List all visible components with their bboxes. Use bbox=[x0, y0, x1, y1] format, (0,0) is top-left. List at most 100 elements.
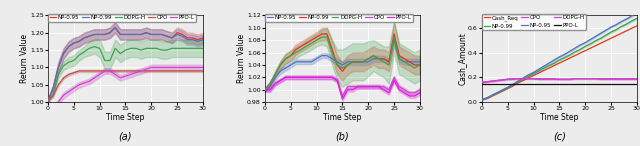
PPO-L bbox=[54, 101, 62, 103]
NP-0.95 bbox=[349, 61, 356, 63]
DDPG-H bbox=[276, 64, 284, 66]
NP-0.95 bbox=[369, 58, 377, 60]
CPO bbox=[49, 94, 57, 96]
NP-0.99 bbox=[80, 37, 88, 39]
DDPG-H bbox=[91, 46, 99, 47]
NP-0.99 bbox=[60, 53, 67, 54]
NP-0.95 bbox=[96, 34, 104, 35]
PPO-L bbox=[127, 74, 134, 75]
NP-0.95 bbox=[116, 34, 124, 35]
Cash_Req bbox=[571, 55, 579, 57]
NP-0.95 bbox=[581, 42, 589, 44]
DDPG-H bbox=[271, 73, 279, 75]
Y-axis label: Cash_Amount: Cash_Amount bbox=[458, 32, 467, 85]
NP-0.95 bbox=[359, 61, 367, 63]
NP-0.95 bbox=[607, 26, 615, 28]
NP-0.95 bbox=[282, 67, 289, 69]
NP-0.99 bbox=[545, 65, 553, 66]
NP-0.99 bbox=[385, 61, 393, 63]
PPO-L bbox=[390, 80, 398, 81]
PPO-L bbox=[602, 83, 610, 85]
NP-0.95 bbox=[618, 21, 625, 22]
NP-0.99 bbox=[519, 78, 527, 80]
NP-0.99 bbox=[499, 89, 506, 91]
NP-0.95 bbox=[586, 39, 594, 40]
NP-0.99 bbox=[184, 39, 191, 41]
NP-0.99 bbox=[509, 84, 516, 86]
CPO bbox=[390, 77, 398, 78]
PPO-L bbox=[287, 77, 294, 78]
CPO bbox=[313, 77, 321, 78]
DDPG-H bbox=[96, 47, 104, 49]
NP-0.95 bbox=[303, 61, 310, 63]
PPO-L bbox=[364, 86, 372, 88]
CPO bbox=[70, 72, 77, 74]
DDPG-H bbox=[189, 47, 196, 49]
Cash_Req bbox=[545, 67, 553, 69]
NP-0.99 bbox=[54, 67, 62, 68]
DDPG-H bbox=[349, 61, 356, 63]
NP-0.95 bbox=[612, 24, 620, 26]
DDPG-H bbox=[416, 64, 424, 66]
NP-0.95 bbox=[550, 59, 558, 61]
NP-0.99 bbox=[540, 67, 548, 69]
DDPG-H bbox=[54, 74, 62, 75]
NP-0.95 bbox=[292, 61, 300, 63]
CPO bbox=[566, 78, 573, 80]
NP-0.99 bbox=[122, 34, 129, 35]
CPO bbox=[525, 78, 532, 79]
NP-0.95 bbox=[499, 89, 506, 91]
NP-0.99 bbox=[493, 92, 501, 94]
PPO-L bbox=[612, 83, 620, 85]
PPO-L bbox=[561, 83, 568, 85]
Cash_Req bbox=[602, 40, 610, 42]
CPO bbox=[514, 78, 522, 79]
NP-0.95 bbox=[75, 40, 83, 42]
PPO-L bbox=[163, 67, 171, 68]
DDPG-H bbox=[106, 60, 114, 61]
NP-0.99 bbox=[297, 46, 305, 47]
DDPG-H bbox=[530, 78, 538, 79]
PPO-L bbox=[194, 67, 202, 68]
CPO bbox=[184, 70, 191, 72]
CPO bbox=[147, 70, 155, 72]
PPO-L bbox=[411, 95, 419, 97]
NP-0.95 bbox=[561, 54, 568, 55]
DDPG-H bbox=[179, 47, 186, 49]
Line: DDPG-H: DDPG-H bbox=[482, 79, 637, 82]
Cash_Req bbox=[623, 30, 630, 32]
DDPG-H bbox=[318, 36, 326, 38]
CPO bbox=[328, 77, 336, 78]
NP-0.99 bbox=[607, 31, 615, 33]
NP-0.99 bbox=[127, 34, 134, 35]
CPO bbox=[369, 86, 377, 88]
PPO-L bbox=[597, 83, 605, 85]
NP-0.99 bbox=[602, 34, 610, 36]
DDPG-H bbox=[344, 64, 351, 66]
DDPG-H bbox=[328, 52, 336, 53]
NP-0.95 bbox=[504, 86, 511, 88]
NP-0.99 bbox=[364, 58, 372, 60]
PPO-L bbox=[540, 83, 548, 85]
NP-0.95 bbox=[70, 42, 77, 44]
CPO bbox=[271, 83, 279, 85]
PPO-L bbox=[591, 83, 599, 85]
DDPG-H bbox=[282, 58, 289, 60]
DDPG-H bbox=[359, 61, 367, 63]
PPO-L bbox=[374, 86, 382, 88]
NP-0.95 bbox=[173, 32, 181, 34]
NP-0.99 bbox=[359, 61, 367, 63]
X-axis label: Time Step: Time Step bbox=[106, 113, 145, 122]
PPO-L bbox=[535, 83, 543, 85]
NP-0.95 bbox=[158, 34, 166, 35]
CPO bbox=[116, 70, 124, 72]
PPO-L bbox=[189, 67, 196, 68]
PPO-L bbox=[581, 83, 589, 85]
PPO-L bbox=[111, 74, 119, 75]
DDPG-H bbox=[483, 81, 491, 83]
Line: NP-0.99: NP-0.99 bbox=[482, 18, 637, 100]
Line: CPO: CPO bbox=[482, 79, 637, 82]
Line: NP-0.99: NP-0.99 bbox=[48, 27, 203, 100]
DDPG-H bbox=[396, 58, 403, 60]
PPO-L bbox=[292, 77, 300, 78]
